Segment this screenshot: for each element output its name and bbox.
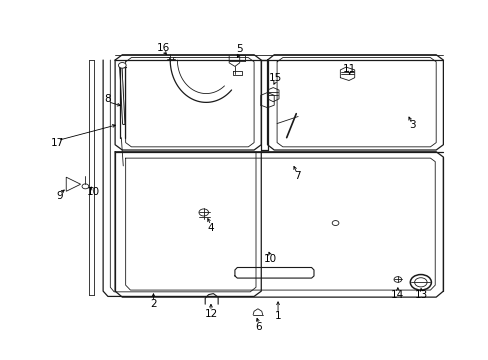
- Text: 10: 10: [264, 255, 277, 264]
- Circle shape: [409, 275, 430, 290]
- Text: 2: 2: [150, 299, 157, 309]
- Text: 1: 1: [274, 311, 281, 321]
- Text: 8: 8: [104, 94, 111, 104]
- Text: 13: 13: [414, 290, 427, 300]
- Text: 15: 15: [268, 73, 282, 83]
- Text: 9: 9: [57, 191, 63, 201]
- Text: 17: 17: [51, 138, 64, 148]
- Text: 16: 16: [156, 43, 169, 53]
- Text: 14: 14: [390, 290, 404, 300]
- Text: 10: 10: [87, 187, 100, 197]
- Text: 3: 3: [408, 120, 415, 130]
- Text: 4: 4: [207, 222, 214, 233]
- Text: 12: 12: [204, 309, 217, 319]
- Text: 7: 7: [293, 171, 300, 181]
- Circle shape: [118, 63, 126, 68]
- Text: 6: 6: [255, 323, 262, 333]
- Text: 5: 5: [236, 45, 243, 54]
- Text: 11: 11: [343, 64, 356, 74]
